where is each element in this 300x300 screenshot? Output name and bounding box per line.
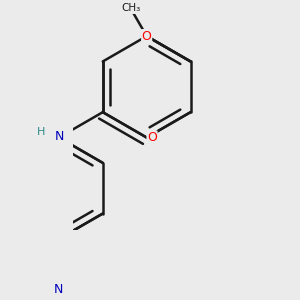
Text: N: N xyxy=(54,283,64,296)
Text: O: O xyxy=(142,30,152,43)
Text: H: H xyxy=(37,127,46,137)
Text: N: N xyxy=(55,130,64,143)
Text: CH₃: CH₃ xyxy=(122,4,141,14)
Text: O: O xyxy=(147,131,157,144)
